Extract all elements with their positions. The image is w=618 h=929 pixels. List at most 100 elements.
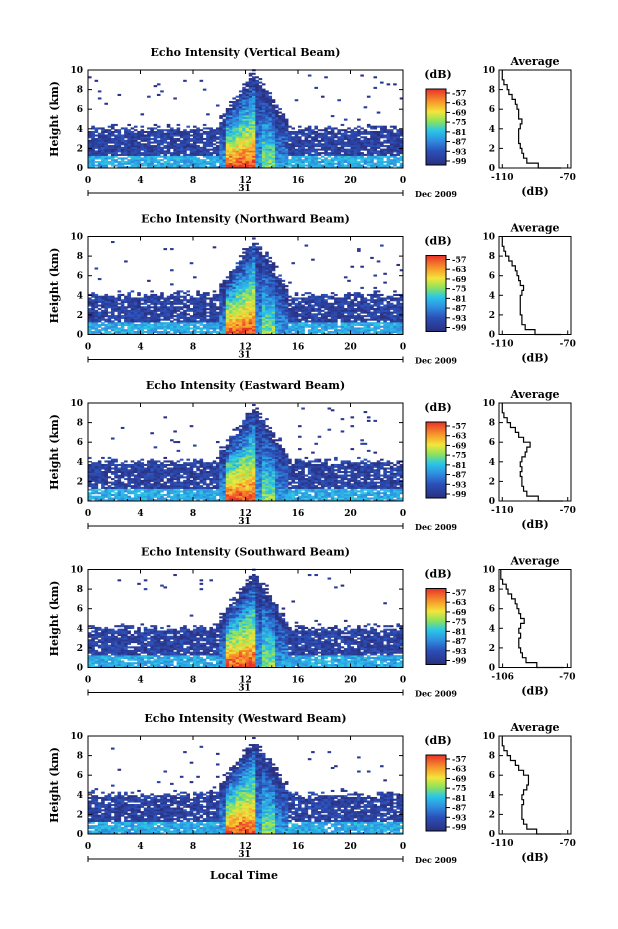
heat-cell [396, 145, 401, 148]
heat-cell [117, 141, 122, 144]
heat-cell [366, 293, 371, 296]
heat-cell [120, 153, 125, 156]
heat-cell [294, 325, 299, 328]
heat-cell [183, 160, 187, 164]
heat-cell [353, 297, 358, 300]
heat-cell [261, 93, 266, 96]
heat-cell [294, 329, 299, 332]
heat-cell [88, 456, 92, 459]
heat-cell [248, 113, 253, 116]
heat-cell [252, 95, 256, 98]
heat-cell [215, 157, 220, 160]
heat-cell [304, 313, 309, 316]
heat-cell [334, 332, 338, 335]
heat-cell [252, 125, 256, 128]
heat-cell [275, 141, 279, 144]
heat-cell [225, 125, 230, 128]
heat-cell [160, 295, 164, 298]
heat-cell [383, 150, 387, 153]
heat-cell [219, 313, 223, 316]
heat-cell [353, 148, 358, 151]
heat-cell [212, 136, 217, 139]
heat-cell [291, 166, 296, 169]
heat-cell [307, 74, 312, 77]
heat-cell [206, 136, 210, 139]
heat-cell [248, 300, 253, 304]
heat-cell [88, 132, 92, 135]
heat-cell [311, 160, 315, 164]
heat-cell [206, 145, 210, 148]
heat-cell [137, 132, 141, 135]
heat-cell [137, 145, 141, 148]
heat-cell [370, 299, 374, 302]
heat-cell [206, 311, 210, 314]
heat-cell [281, 136, 286, 139]
heat-cell [242, 162, 246, 165]
heat-cell [399, 309, 404, 312]
heat-cell [242, 100, 246, 104]
heat-cell [173, 148, 177, 151]
average-x-tick-label: -70 [560, 173, 576, 183]
heat-cell [166, 132, 171, 135]
heat-cell [110, 127, 115, 130]
heat-cell [189, 139, 194, 142]
heat-cell [357, 323, 361, 326]
heat-cell [255, 302, 259, 305]
x-tick-label: 16 [292, 176, 305, 186]
heat-cell [360, 152, 364, 155]
heat-cell [229, 322, 233, 325]
heat-cell [363, 157, 368, 160]
heat-cell [275, 325, 279, 328]
heat-cell [163, 146, 168, 149]
heat-cell [189, 155, 194, 158]
heat-cell [271, 164, 276, 167]
heat-cell [271, 122, 276, 125]
heat-cell [97, 325, 102, 328]
heat-cell [163, 248, 168, 251]
heat-cell [347, 309, 351, 312]
heat-cell [91, 295, 95, 298]
heat-cell [140, 299, 145, 302]
heat-cell [124, 306, 128, 309]
heat-cell [242, 329, 246, 332]
heat-cell [222, 136, 227, 139]
heat-cell [238, 109, 243, 112]
heat-cell [202, 155, 207, 158]
heat-cell [334, 297, 338, 300]
heat-cell [396, 153, 401, 156]
heat-cell [380, 152, 384, 155]
heat-cell [278, 115, 282, 118]
heat-cell [245, 116, 250, 119]
heat-cell [340, 330, 345, 334]
heat-cell [160, 162, 164, 165]
heat-cell [298, 320, 302, 323]
heat-cell [130, 290, 135, 293]
heat-cell [147, 157, 151, 160]
heat-cell [317, 306, 322, 309]
heat-cell [268, 311, 273, 314]
heat-cell [255, 134, 259, 137]
heat-cell [307, 311, 312, 314]
heat-cell [147, 309, 151, 312]
heat-cell [130, 299, 135, 302]
heat-cell [393, 145, 397, 148]
heat-cell [91, 292, 95, 295]
heat-cell [261, 262, 266, 265]
heat-cell [271, 279, 276, 282]
heat-cell [94, 302, 99, 305]
heat-cell [245, 299, 250, 302]
heat-cell [88, 152, 92, 155]
heat-cell [347, 164, 351, 167]
heat-cell [360, 159, 364, 162]
heat-cell [173, 309, 177, 312]
heat-cell [252, 309, 256, 312]
heat-cell [268, 286, 273, 289]
heat-cell [294, 332, 299, 335]
heat-cell [248, 286, 253, 289]
heat-cell [124, 311, 128, 314]
heat-cell [396, 143, 401, 146]
heat-cell [307, 299, 312, 302]
heat-cell [258, 255, 263, 258]
heat-cell [271, 309, 276, 312]
heat-cell [153, 164, 158, 167]
